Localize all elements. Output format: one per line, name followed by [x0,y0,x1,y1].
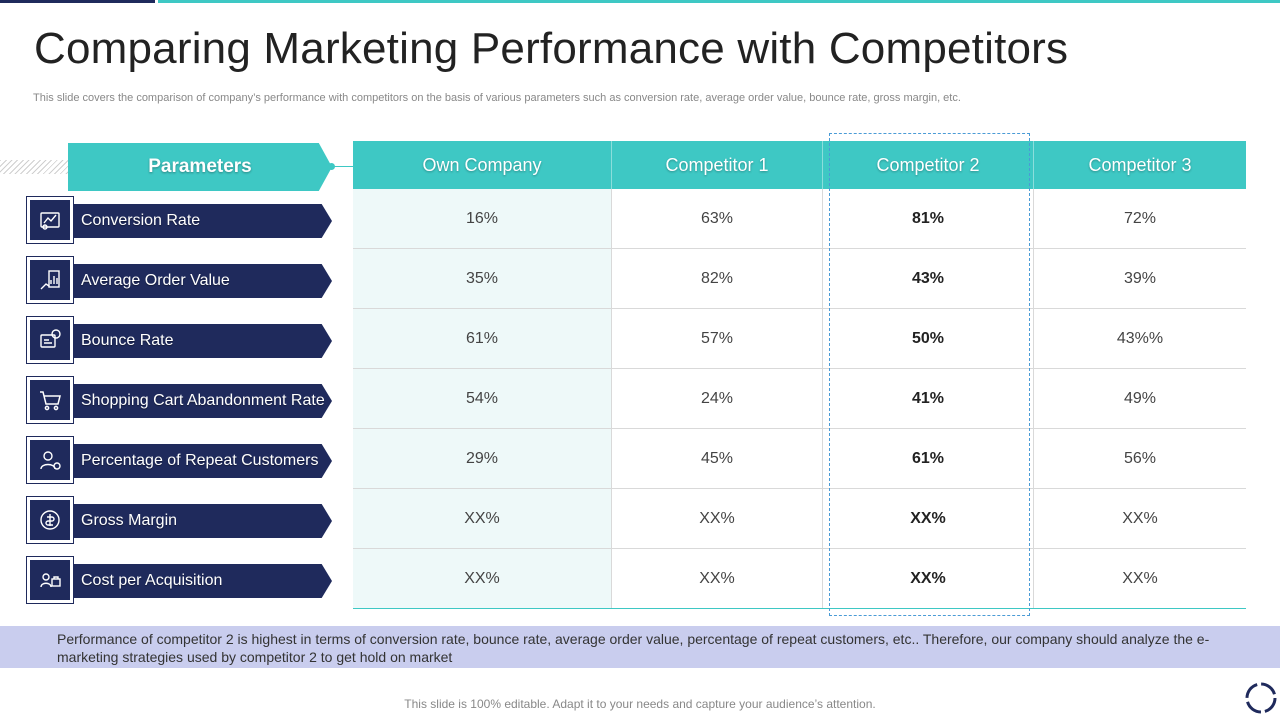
decorative-hatch [0,160,68,174]
table-row: XX% XX% XX% XX% [353,549,1246,609]
column-header-competitor-2: Competitor 2 [823,141,1034,189]
parameter-label: Shopping Cart Abandonment Rate [74,384,332,418]
decorative-ring-icon [1245,682,1277,714]
column-header-competitor-3: Competitor 3 [1088,154,1192,175]
table-row: 16% 63% 81% 72% [353,189,1246,249]
parameter-row: Shopping Cart Abandonment Rate [26,376,332,424]
cell-own-company: XX% [353,489,612,548]
cell-competitor-1: 82% [612,249,823,308]
cell-competitor-2: XX% [823,489,1034,548]
cell-competitor-2: 61% [823,429,1034,488]
parameter-label: Average Order Value [74,264,332,298]
cell-competitor-1: 63% [612,189,823,248]
gross-margin-icon [26,496,74,544]
parameter-label: Conversion Rate [74,204,332,238]
cell-competitor-1: 45% [612,429,823,488]
header-connector-line [330,166,354,167]
parameter-row: Average Order Value [26,256,332,304]
parameter-row: Percentage of Repeat Customers [26,436,332,484]
bounce-icon [26,316,74,364]
cell-own-company: 16% [353,189,612,248]
cell-competitor-3: 72% [1123,209,1157,227]
cell-competitor-2: 81% [823,189,1034,248]
repeat-customer-icon [26,436,74,484]
parameter-row: Bounce Rate [26,316,332,364]
cell-competitor-3: 39% [1123,269,1157,287]
cell-competitor-3: XX% [1122,509,1158,527]
table-row: 54% 24% 41% 49% [353,369,1246,429]
cell-own-company: 61% [353,309,612,368]
cell-competitor-3: 56% [1123,449,1157,467]
top-accent-bar-navy [0,0,155,3]
conversion-icon [26,196,74,244]
column-header-own-company: Own Company [353,141,612,189]
cell-own-company: 35% [353,249,612,308]
top-accent-bar-teal [158,0,1280,3]
header-connector-dot [328,163,335,170]
order-value-icon [26,256,74,304]
table-row: 29% 45% 61% 56% [353,429,1246,489]
cell-own-company: 29% [353,429,612,488]
comparison-table: Own Company Competitor 1 Competitor 2 Co… [353,141,1246,609]
cell-competitor-1: XX% [612,489,823,548]
parameter-label: Gross Margin [74,504,332,538]
table-row: 61% 57% 50% 43%% [353,309,1246,369]
parameter-row: Cost per Acquisition [26,556,332,604]
footer-text: This slide is 100% editable. Adapt it to… [404,697,876,711]
cell-competitor-1: 57% [612,309,823,368]
cell-competitor-1: XX% [612,549,823,608]
summary-note: Performance of competitor 2 is highest i… [0,626,1280,668]
shopping-cart-icon [26,376,74,424]
table-body: 16% 63% 81% 72% 35% 82% 43% 39% 61% 57% 50% 43%% 54%… [353,189,1246,609]
cell-competitor-2: XX% [823,549,1034,608]
cell-competitor-2: 41% [823,369,1034,428]
cell-competitor-2: 43% [823,249,1034,308]
cell-competitor-3: 43%% [1116,329,1164,347]
acquisition-icon [26,556,74,604]
cell-own-company: XX% [353,549,612,608]
parameters-header: Parameters [68,143,332,191]
page-subtitle: This slide covers the comparison of comp… [33,92,961,104]
cell-competitor-3: XX% [1122,569,1158,587]
cell-competitor-3: 49% [1123,389,1157,407]
parameter-label: Percentage of Repeat Customers [74,444,332,478]
table-row: 35% 82% 43% 39% [353,249,1246,309]
cell-own-company: 54% [353,369,612,428]
page-title: Comparing Marketing Performance with Com… [34,24,1069,73]
cell-competitor-1: 24% [612,369,823,428]
parameter-row: Gross Margin [26,496,332,544]
table-header-row: Own Company Competitor 1 Competitor 2 Co… [353,141,1246,189]
table-row: XX% XX% XX% XX% [353,489,1246,549]
cell-competitor-2: 50% [823,309,1034,368]
parameter-label: Cost per Acquisition [74,564,332,598]
parameter-label: Bounce Rate [74,324,332,358]
parameter-row: Conversion Rate [26,196,332,244]
column-header-competitor-1: Competitor 1 [612,141,823,189]
